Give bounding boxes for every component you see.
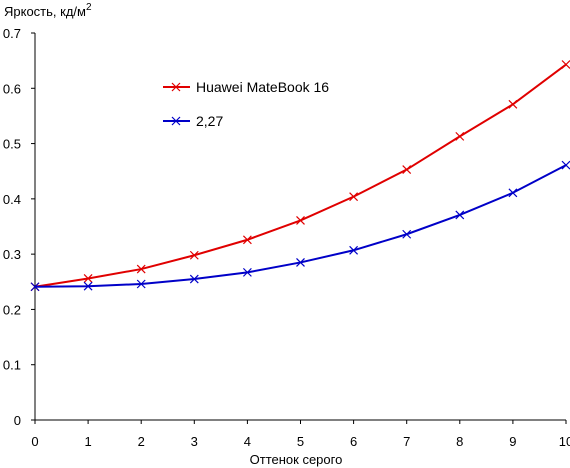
- marker-stroke: [189, 274, 199, 284]
- marker-stroke: [242, 267, 252, 277]
- data-point-marker: [136, 279, 146, 289]
- data-point-marker: [83, 274, 93, 283]
- y-tick-label: 0.5: [3, 137, 21, 152]
- marker-stroke: [296, 258, 305, 267]
- series-line: [34, 164, 567, 288]
- x-tick-label: 2: [138, 434, 145, 449]
- data-point-marker: [83, 281, 93, 291]
- y-tick-label: 0.6: [3, 81, 21, 96]
- series-1: [30, 60, 570, 292]
- marker-stroke: [83, 274, 93, 283]
- data-point-marker: [402, 165, 412, 174]
- data-point-marker: [561, 160, 570, 170]
- data-point-marker: [402, 229, 412, 239]
- legend-label: 2,27: [196, 113, 223, 129]
- y-tick-label: 0.1: [3, 358, 21, 373]
- data-point-marker: [189, 250, 199, 260]
- data-point-marker: [136, 264, 146, 274]
- y-axis-title: Яркость, кд/м2: [4, 2, 92, 19]
- x-tick-label: 10: [559, 434, 570, 449]
- y-tick-label: 0.7: [3, 26, 21, 41]
- legend-item: 2,27: [163, 113, 223, 129]
- series-layer: [30, 60, 570, 292]
- x-tick-label: 1: [84, 434, 91, 449]
- legend-item: Huawei MateBook 16: [163, 79, 329, 95]
- y-tick-label: 0.2: [3, 302, 21, 317]
- data-point-marker: [296, 215, 305, 225]
- marker-stroke: [189, 250, 199, 260]
- x-tick-label: 9: [509, 434, 516, 449]
- x-axis-title: Оттенок серого: [250, 452, 343, 467]
- data-point-marker: [296, 258, 305, 267]
- marker-stroke: [561, 160, 570, 170]
- x-tick-label: 8: [456, 434, 463, 449]
- marker-stroke: [83, 281, 93, 291]
- marker-stroke: [455, 210, 465, 220]
- x-tick-label: 4: [244, 434, 251, 449]
- y-axis-title-text: Яркость, кд/м: [4, 4, 86, 19]
- marker-stroke: [136, 264, 146, 274]
- marker-stroke: [296, 215, 305, 225]
- marker-stroke: [242, 235, 252, 245]
- y-tick-label: 0.3: [3, 247, 21, 262]
- marker-stroke: [136, 279, 146, 289]
- marker-stroke: [402, 229, 412, 239]
- x-tick-label: 3: [191, 434, 198, 449]
- data-point-marker: [508, 188, 518, 198]
- legend: Huawei MateBook 16 2,27: [163, 79, 329, 129]
- marker-stroke: [508, 99, 518, 109]
- data-point-marker: [349, 245, 359, 255]
- x-tick-label: 6: [350, 434, 357, 449]
- legend-swatch-marker: [171, 82, 181, 92]
- marker-stroke: [402, 165, 412, 174]
- data-point-marker: [189, 274, 199, 284]
- x-tick-label: 0: [31, 434, 38, 449]
- data-point-marker: [455, 210, 465, 220]
- marker-stroke: [30, 282, 40, 292]
- data-point-marker: [561, 60, 570, 69]
- marker-stroke: [508, 188, 518, 198]
- marker-stroke: [455, 131, 465, 141]
- marker-stroke: [349, 192, 359, 202]
- marker-stroke: [349, 245, 359, 255]
- y-tick-label: 0: [14, 413, 21, 428]
- data-point-marker: [242, 235, 252, 245]
- marker-stroke: [561, 60, 570, 69]
- data-point-marker: [508, 99, 518, 109]
- data-point-marker: [30, 282, 40, 292]
- x-axis-ticks: 0 1 2 3 4 5 6 7 8 9 10: [31, 420, 570, 449]
- data-point-marker: [349, 192, 359, 202]
- series-line: [34, 63, 567, 288]
- y-tick-label: 0.4: [3, 192, 21, 207]
- series-2: [30, 160, 570, 292]
- x-tick-label: 7: [403, 434, 410, 449]
- y-axis-title-superscript: 2: [86, 2, 92, 13]
- legend-label: Huawei MateBook 16: [196, 79, 329, 95]
- legend-swatch-marker: [171, 116, 181, 126]
- x-tick-label: 5: [297, 434, 304, 449]
- data-point-marker: [455, 131, 465, 141]
- y-axis-ticks: 0 0.1 0.2 0.3 0.4 0.5 0.6 0.7: [3, 26, 35, 428]
- data-point-marker: [242, 267, 252, 277]
